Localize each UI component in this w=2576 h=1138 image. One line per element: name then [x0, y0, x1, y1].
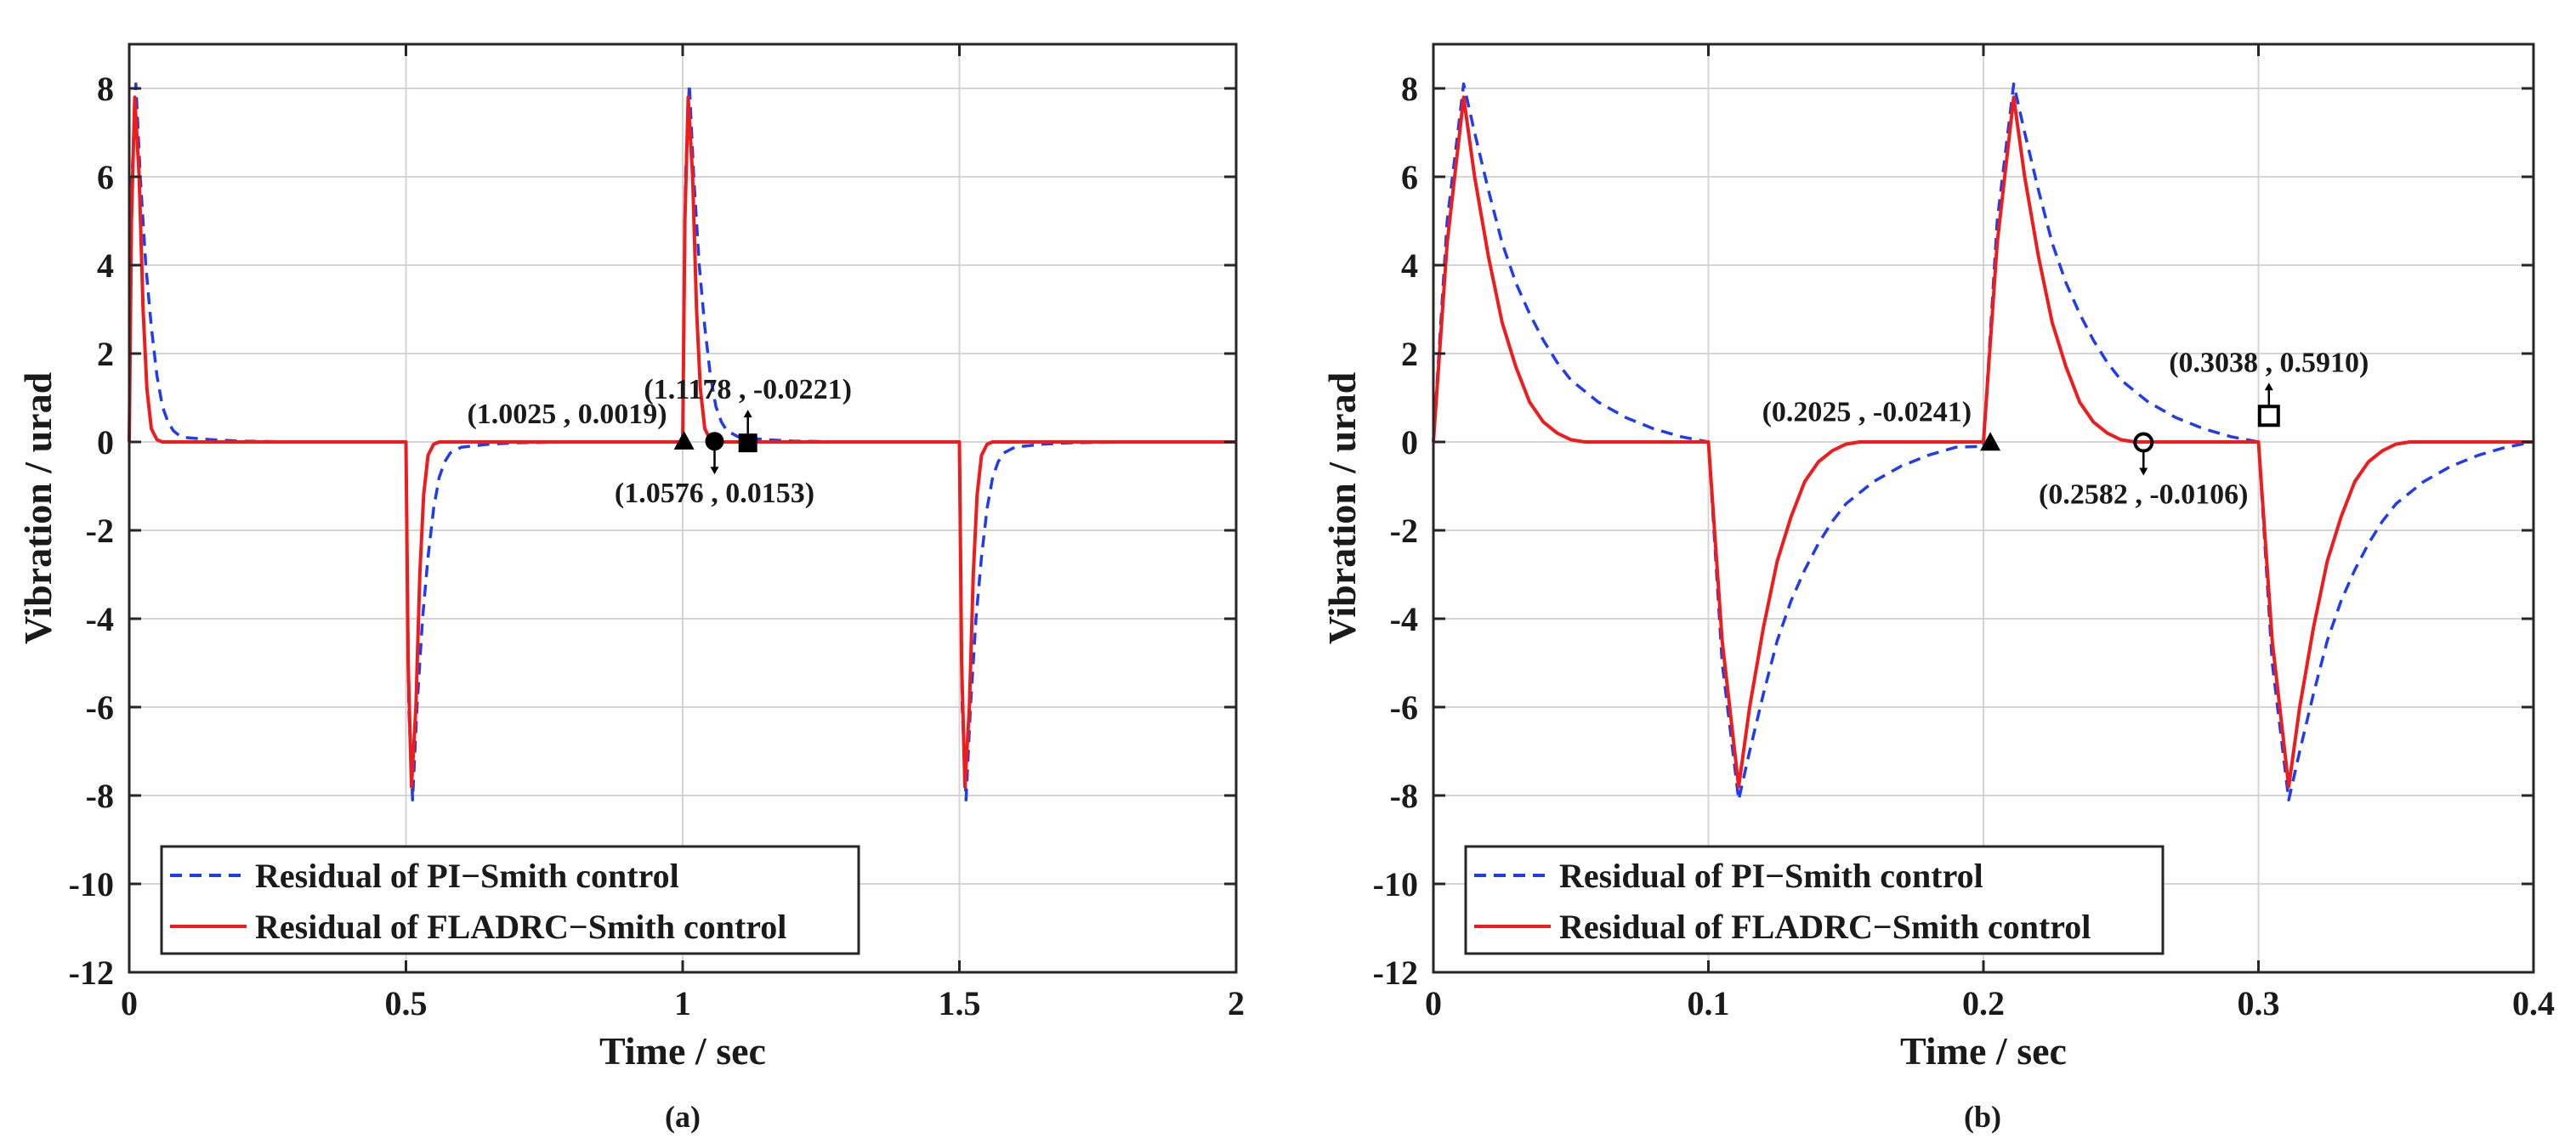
annotation-label: (1.1178 , -0.0221): [644, 374, 852, 405]
y-tick-label: -2: [86, 512, 114, 550]
y-tick-label: -6: [86, 688, 114, 727]
y-tick-label: 4: [97, 246, 114, 285]
legend-label-pi-smith: Residual of PI−Smith control: [1559, 857, 1983, 895]
y-tick-label: 6: [1401, 158, 1418, 196]
chart-panel-b: 0 0.1 0.2 0.3 0.4 8 6 4 2 0 -2 -4 -6 -8 -10 -12 Time / s…: [1320, 42, 2555, 1134]
annotation-arrowhead: [710, 467, 719, 475]
annotation-label: (1.0025 , 0.0019): [467, 399, 667, 430]
legend: Residual of PI−Smith control Residual of …: [1464, 845, 2165, 955]
annotation-marker-triangle: [1980, 432, 2001, 451]
x-tick-label: 0.4: [2512, 984, 2555, 1022]
y-tick-label: 0: [1401, 423, 1418, 461]
x-axis-label: Time / sec: [599, 1029, 766, 1073]
y-tick-label: -12: [1373, 954, 1418, 992]
annotation-label: (1.0576 , 0.0153): [615, 478, 814, 509]
panel-caption: (a): [665, 1100, 701, 1134]
y-tick-label: 2: [1401, 335, 1418, 373]
y-tick-label: -2: [1390, 512, 1418, 550]
x-tick-label: 1: [674, 984, 691, 1022]
y-axis-label: Vibration / urad: [16, 371, 60, 644]
y-tick-label: -8: [86, 777, 114, 815]
y-tick-label: -8: [1390, 777, 1418, 815]
y-tick-label: -12: [69, 954, 114, 992]
x-tick-label: 0.5: [385, 984, 428, 1022]
annotation-arrowhead: [2264, 382, 2273, 391]
x-tick-label: 1.5: [939, 984, 981, 1022]
y-tick-label: -10: [69, 865, 114, 903]
legend-label-fladrc-smith: Residual of FLADRC−Smith control: [1559, 908, 2091, 946]
chart-panel-a: 0 0.5 1 1.5 2 8 6 4 2 0 -2 -4 -6 -8 -10 -12 Time / sec Vi…: [16, 42, 1245, 1134]
y-tick-label: -4: [86, 600, 114, 638]
y-tick-label: 2: [97, 335, 114, 373]
y-axis-label: Vibration / urad: [1320, 371, 1364, 644]
annotation-arrowhead: [743, 410, 752, 418]
legend: Residual of PI−Smith control Residual of …: [160, 845, 860, 955]
x-tick-label: 0: [121, 984, 138, 1022]
y-tick-label: 8: [1401, 70, 1418, 108]
annotation-marker-triangle: [673, 430, 695, 450]
legend-label-pi-smith: Residual of PI−Smith control: [255, 857, 679, 895]
y-tick-label: 8: [97, 70, 114, 108]
annotation-label: (0.3038 , 0.5910): [2169, 347, 2369, 378]
x-axis-label: Time / sec: [1900, 1029, 2067, 1073]
annotation-arrowhead: [2139, 467, 2148, 476]
x-tick-label: 0.3: [2238, 984, 2280, 1022]
series-line-fladrc-smith: [1432, 95, 2533, 789]
y-tick-label: -4: [1390, 600, 1418, 638]
y-tick-label: 6: [97, 158, 114, 196]
y-tick-label: 4: [1401, 246, 1418, 285]
annotation-label: (0.2025 , -0.0241): [1762, 396, 1972, 427]
legend-label-fladrc-smith: Residual of FLADRC−Smith control: [255, 908, 786, 946]
y-tick-label: -10: [1373, 865, 1418, 903]
panel-caption: (b): [1964, 1100, 2001, 1134]
legend-box: [160, 845, 860, 955]
annotation-marker-square: [738, 433, 757, 453]
x-tick-label: 2: [1228, 984, 1245, 1022]
x-tick-label: 0.1: [1688, 984, 1730, 1022]
annotation-marker-circle: [705, 432, 724, 451]
legend-box: [1464, 845, 2165, 955]
y-tick-label: -6: [1390, 688, 1418, 727]
series-line-pi-smith: [1432, 82, 2534, 801]
annotation-label: (0.2582 , -0.0106): [2039, 479, 2248, 511]
x-tick-label: 0.2: [1962, 984, 2005, 1022]
y-tick-label: 0: [97, 423, 114, 461]
x-tick-label: 0: [1425, 984, 1442, 1022]
